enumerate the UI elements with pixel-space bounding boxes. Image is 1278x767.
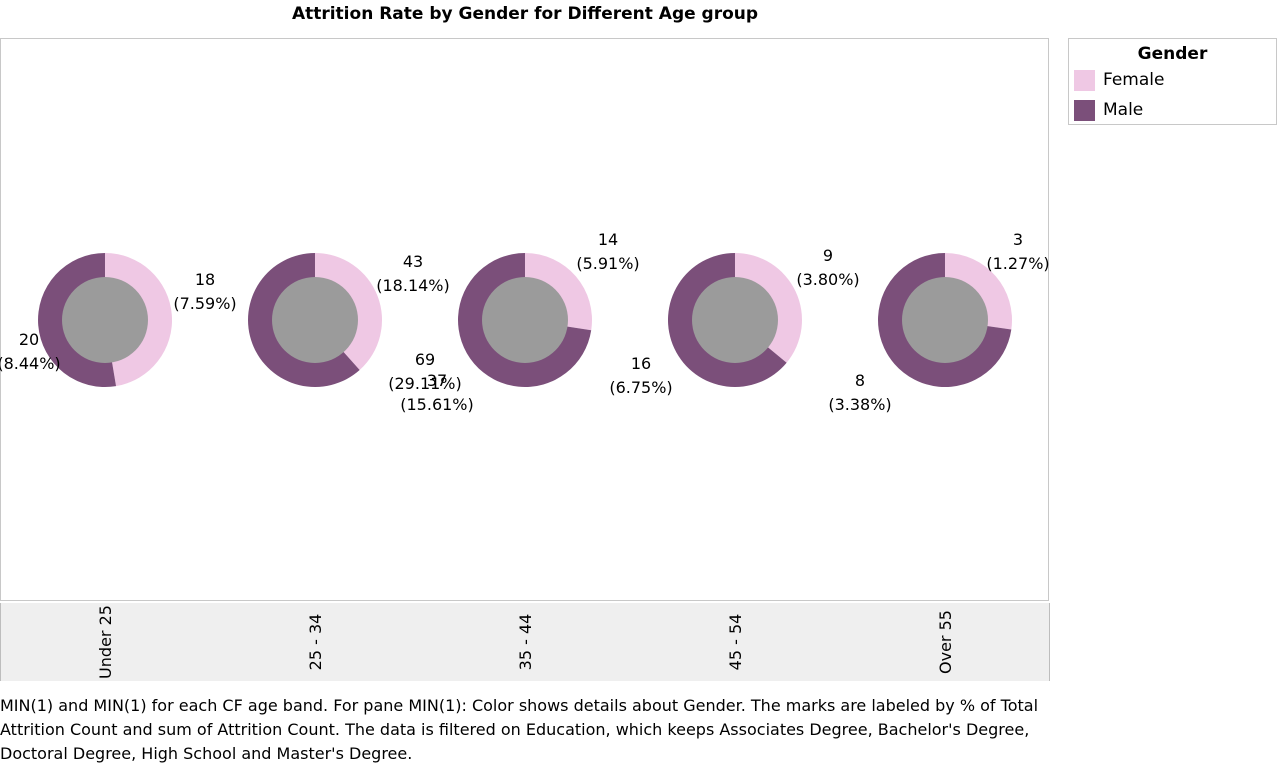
chart-svg: 18 (7.59%) 20 (8.44%) Under 25 43 (18.14%) 69 (2… xyxy=(0,230,1050,679)
label-female-count-2: 14 xyxy=(598,230,618,249)
label-female-pct-2: (5.91%) xyxy=(576,254,639,273)
chart-caption: MIN(1) and MIN(1) for each CF age band. … xyxy=(0,696,1039,763)
label-male-pct-1: (29.11%) xyxy=(388,374,462,393)
label-male-count-0: 20 xyxy=(19,330,39,349)
label-male-count-3: 16 xyxy=(631,354,651,373)
chart-title: Attrition Rate by Gender for Different A… xyxy=(291,4,759,24)
legend-label-male: Male xyxy=(1103,100,1144,120)
donut-hole-2 xyxy=(482,277,568,363)
donut-hole-0 xyxy=(62,277,148,363)
x-axis-band xyxy=(0,603,1050,681)
label-female-pct-4: (1.27%) xyxy=(986,254,1049,273)
donut-hole-4 xyxy=(902,277,988,363)
legend-title: Gender xyxy=(1137,44,1208,64)
label-female-count-0: 18 xyxy=(195,270,215,289)
donut-hole-1 xyxy=(272,277,358,363)
label-male-pct-4: (3.38%) xyxy=(828,395,891,414)
label-male-pct-2: (15.61%) xyxy=(400,395,474,414)
x-tick-label-3: 45 - 54 xyxy=(726,614,745,671)
label-female-count-4: 3 xyxy=(1013,230,1023,249)
label-male-count-4: 8 xyxy=(855,371,865,390)
label-female-count-3: 9 xyxy=(823,246,833,265)
label-female-count-1: 43 xyxy=(403,252,423,271)
label-female-pct-0: (7.59%) xyxy=(173,294,236,313)
label-male-count-2: 37 xyxy=(427,371,447,390)
donut-hole-3 xyxy=(692,277,778,363)
x-tick-label-0: Under 25 xyxy=(96,605,115,679)
legend-item-male[interactable]: Male xyxy=(1074,99,1143,121)
label-male-pct-3: (6.75%) xyxy=(609,378,672,397)
legend-label-female: Female xyxy=(1103,70,1165,90)
legend-swatch-male xyxy=(1074,99,1095,121)
x-tick-label-4: Over 55 xyxy=(936,610,955,674)
label-female-pct-1: (18.14%) xyxy=(376,276,450,295)
label-female-pct-3: (3.80%) xyxy=(796,270,859,289)
legend-item-female[interactable]: Female xyxy=(1074,69,1164,91)
legend-swatch-female xyxy=(1074,69,1095,91)
x-tick-label-1: 25 - 34 xyxy=(306,614,325,671)
x-tick-label-2: 35 - 44 xyxy=(516,614,535,671)
label-male-pct-0: (8.44%) xyxy=(0,354,61,373)
legend[interactable]: Gender Female Male xyxy=(1068,38,1277,125)
label-male-count-1: 69 xyxy=(415,350,435,369)
